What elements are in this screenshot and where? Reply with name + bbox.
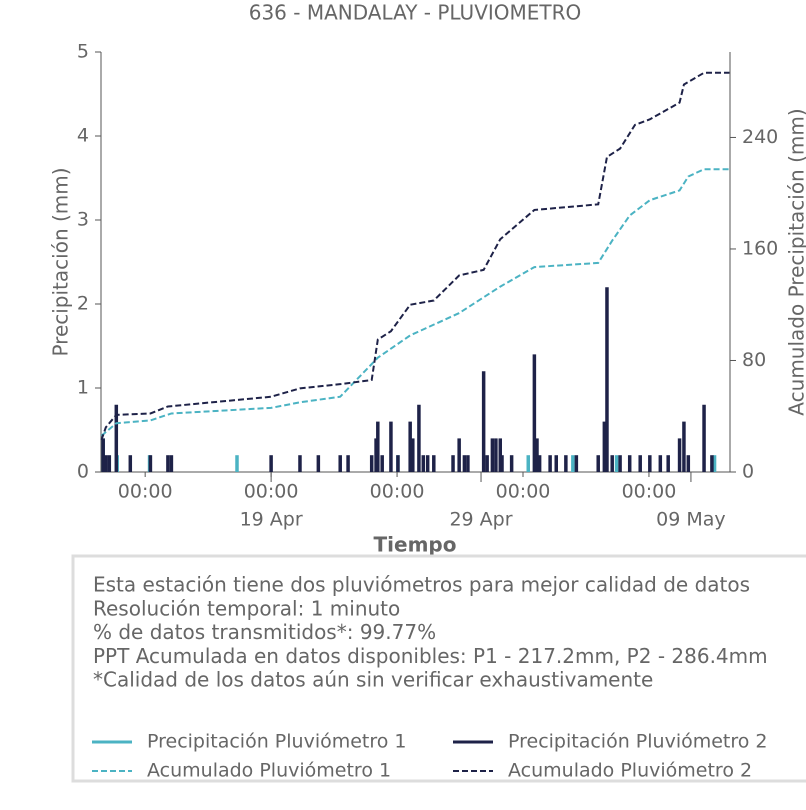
y2-tick-label: 80 — [742, 349, 766, 371]
y2-tick-label: 160 — [742, 237, 778, 259]
chart-title: 636 - MANDALAY - PLUVIOMETRO — [249, 1, 582, 25]
note-line: PPT Acumulada en datos disponibles: P1 -… — [93, 644, 768, 668]
x-major-tick-label: 29 Apr — [449, 509, 512, 531]
x-axis-label: Tiempo — [374, 533, 457, 557]
y-axis-label: Precipitación (mm) — [49, 167, 73, 356]
x-tick-label: 00:00 — [496, 481, 551, 503]
legend-label: Acumulado Pluviómetro 2 — [508, 760, 752, 782]
y-tick-label: 3 — [77, 209, 89, 231]
note-line: % de datos transmitidos*: 99.77% — [93, 620, 436, 644]
note-line: Resolución temporal: 1 minuto — [93, 596, 400, 620]
legend-label: Precipitación Pluviómetro 2 — [508, 731, 768, 753]
x-major-tick-label: 19 Apr — [240, 509, 303, 531]
y2-axis-label: Acumulado Precipitación (mm) — [785, 108, 806, 415]
x-tick-label: 00:00 — [118, 481, 173, 503]
y-tick-label: 2 — [77, 293, 89, 315]
y-tick-label: 5 — [77, 41, 89, 63]
note-line: *Calidad de los datos aún sin verificar … — [93, 668, 653, 692]
legend-label: Precipitación Pluviómetro 1 — [147, 731, 407, 753]
y2-tick-label: 0 — [742, 461, 754, 483]
accum-line — [101, 169, 729, 436]
x-tick-label: 00:00 — [622, 481, 677, 503]
y-tick-label: 1 — [77, 377, 89, 399]
x-tick-label: 00:00 — [370, 481, 425, 503]
y2-tick-label: 240 — [742, 126, 778, 148]
legend-label: Acumulado Pluviómetro 1 — [147, 760, 391, 782]
accum-line — [101, 73, 729, 440]
y-tick-label: 0 — [77, 461, 89, 483]
y-tick-label: 4 — [77, 125, 89, 147]
x-major-tick-label: 09 May — [656, 509, 726, 531]
x-tick-label: 00:00 — [244, 481, 299, 503]
note-line: Esta estación tiene dos pluviómetros par… — [93, 573, 750, 597]
